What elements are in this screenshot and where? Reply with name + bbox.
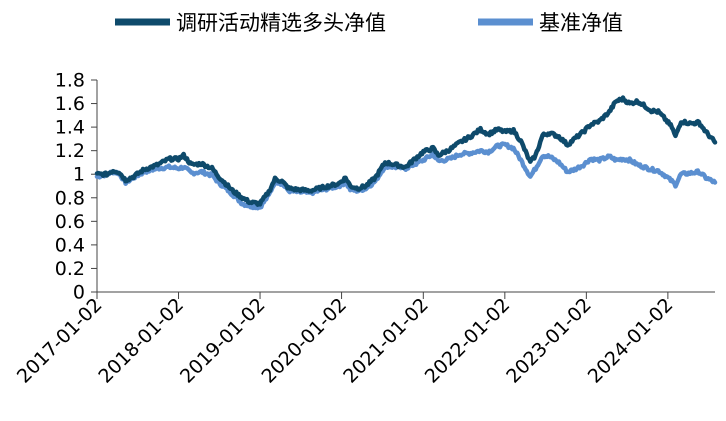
y-tick-label: 0.2 xyxy=(55,258,85,280)
x-tick-label: 2022-01-02 xyxy=(421,294,515,388)
series-line-0 xyxy=(94,95,718,207)
y-tick-label: 0.4 xyxy=(55,234,85,256)
axes: 00.20.40.60.811.21.41.61.8 2017-01-022018… xyxy=(13,70,715,388)
y-tick-label: 0.8 xyxy=(55,187,85,209)
y-tick-label: 1 xyxy=(73,164,85,186)
x-tick-label: 2023-01-02 xyxy=(502,294,596,388)
x-tick-label: 2017-01-02 xyxy=(13,294,107,388)
y-tick-label: 0.6 xyxy=(55,211,85,233)
legend-label-1: 基准净值 xyxy=(539,11,623,35)
y-tick-label: 1.2 xyxy=(55,140,85,162)
x-tick-label: 2019-01-02 xyxy=(176,294,270,388)
x-tick-label: 2021-01-02 xyxy=(339,294,433,388)
legend: 调研活动精选多头净值 基准净值 xyxy=(115,11,623,35)
x-tick-label: 2024-01-02 xyxy=(584,294,678,388)
series-lines xyxy=(94,95,718,211)
legend-label-0: 调研活动精选多头净值 xyxy=(176,11,386,35)
series-line-1 xyxy=(94,141,718,211)
y-tick-label: 0 xyxy=(73,282,85,304)
y-tick-label: 1.8 xyxy=(55,70,85,92)
y-tick-label: 1.6 xyxy=(55,93,85,115)
x-tick-label: 2018-01-02 xyxy=(94,294,188,388)
x-tick-label: 2020-01-02 xyxy=(257,294,351,388)
y-tick-label: 1.4 xyxy=(55,117,85,139)
